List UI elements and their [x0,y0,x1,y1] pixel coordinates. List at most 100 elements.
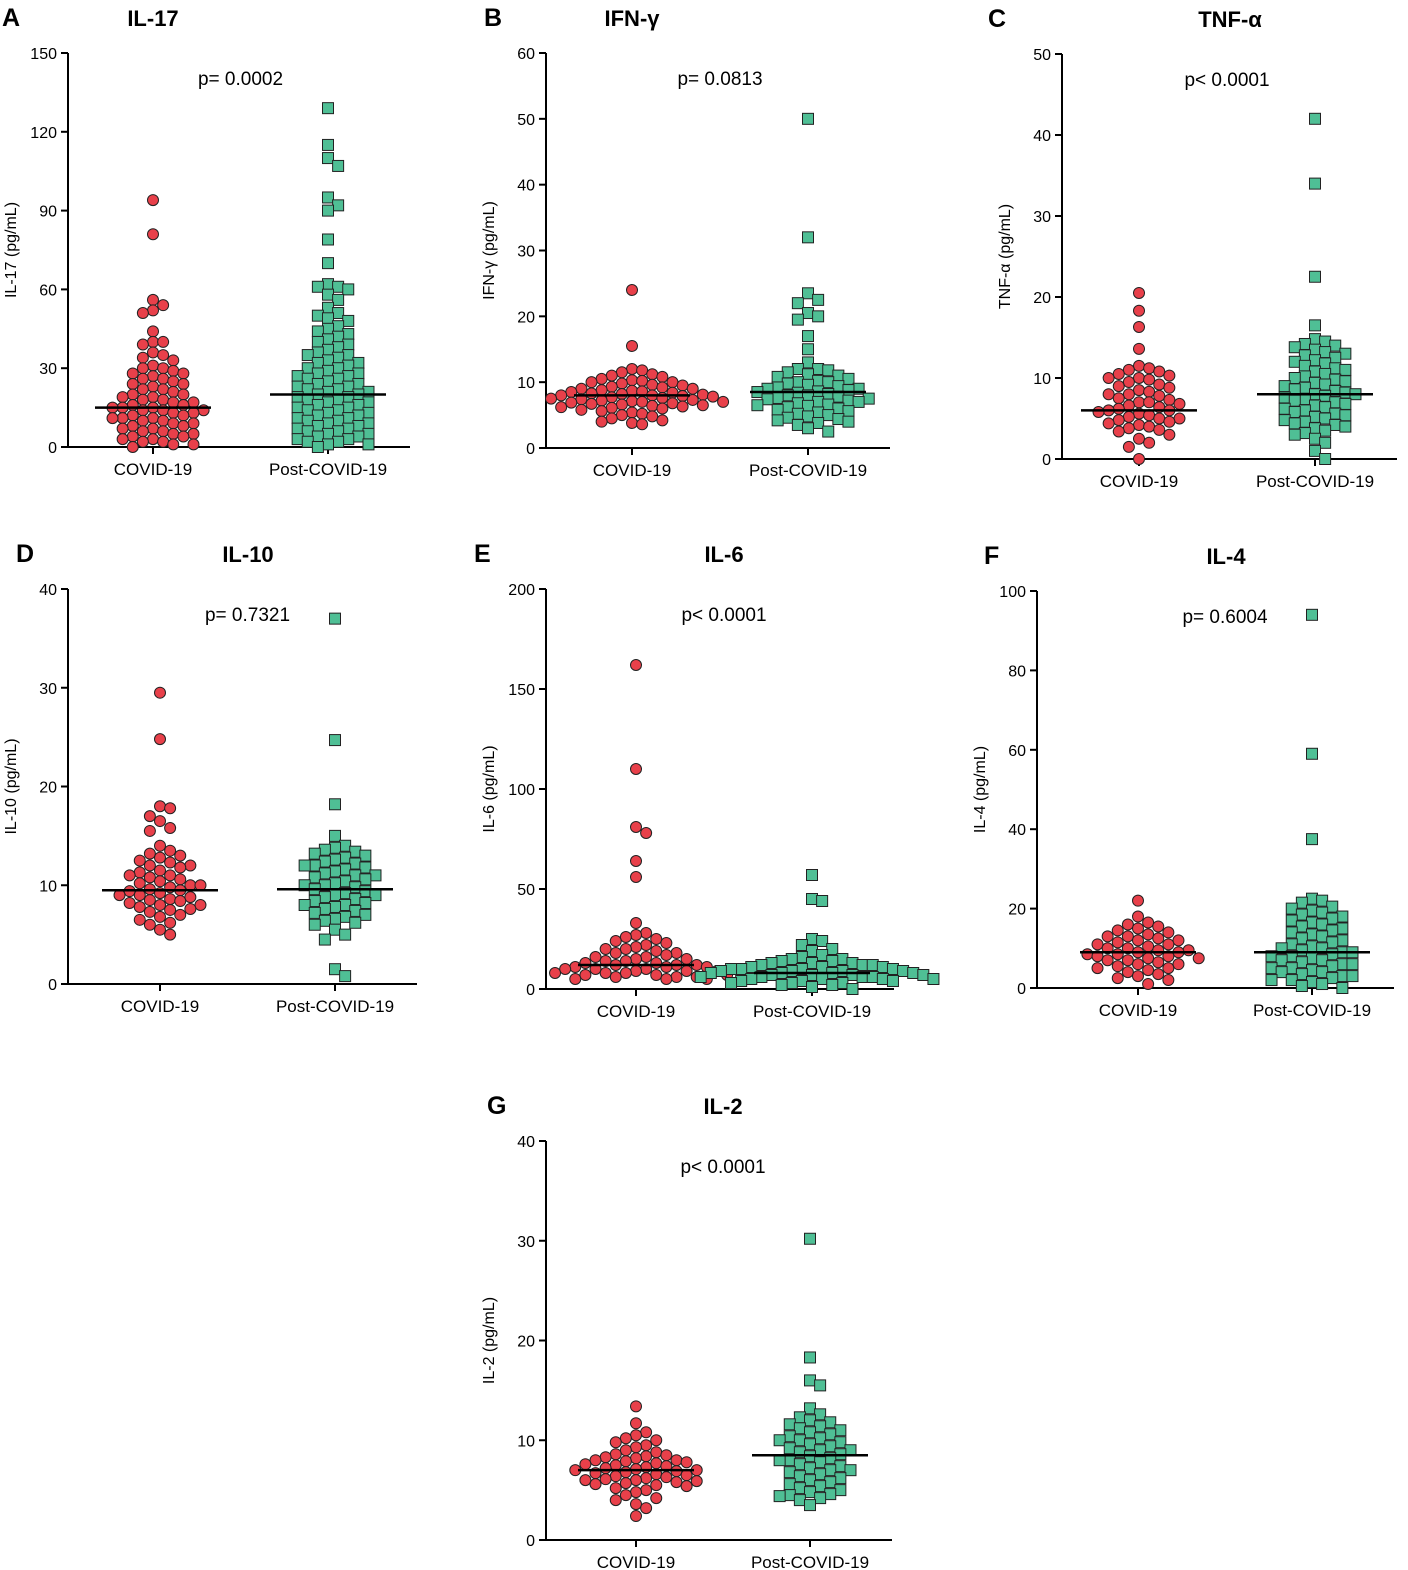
data-point [1326,900,1339,913]
data-point [154,864,166,877]
data-point [804,1462,816,1475]
data-point [369,869,382,882]
data-point [670,947,683,959]
data-point [630,1452,642,1465]
data-point [844,1464,857,1477]
data-point [1153,378,1166,391]
data-point [626,395,638,408]
data-point [329,612,341,625]
data-point [1112,380,1125,393]
data-point [832,380,845,393]
data-point [834,1472,847,1485]
data-point [1122,363,1135,376]
data-point [585,376,598,389]
y-tick-label: 0 [48,977,57,994]
y-tick-label: 0 [48,440,57,457]
data-point [136,393,149,406]
data-point [1142,978,1155,991]
data-point [802,356,814,369]
data-point [783,1466,796,1479]
data-point [311,325,324,338]
x-tick-label: Post-COVID-19 [751,1553,869,1570]
data-point [1163,428,1176,441]
data-point [822,376,835,389]
data-point [1309,333,1321,346]
data-point [589,951,602,963]
data-point [147,346,159,359]
data-point [106,412,119,425]
data-point [585,387,598,400]
data-point [1319,389,1332,402]
data-point [362,396,375,409]
data-point [802,330,814,343]
data-point [1182,944,1195,957]
data-point [1152,956,1165,969]
data-point [1319,436,1332,449]
data-point [342,359,355,372]
data-point [147,391,159,404]
data-point [147,228,159,241]
data-point [322,102,334,115]
panel-a: A IL-17 0 30 60 90 120 150 COVID-19 Post-COVID-19… [2,4,410,479]
data-point [301,383,314,396]
data-point [1298,337,1311,350]
data-point [194,899,207,911]
data-point [136,425,149,438]
data-point [322,364,334,377]
data-point [771,414,784,427]
data-point [773,1490,786,1503]
data-point [1329,373,1342,386]
data-point [824,1440,837,1453]
data-point [834,1460,847,1473]
data-point [352,419,365,432]
data-point [1329,362,1342,375]
data-point [1336,922,1349,935]
data-point [359,873,372,886]
data-point [630,917,642,929]
data-point [636,418,649,431]
x-tick-label: Post-COVID-19 [1256,472,1374,491]
data-point [1133,396,1145,409]
data-point [832,413,845,426]
y-axis-label: IL-6 (pg/mL) [481,745,498,832]
x-tick-label: COVID-19 [114,460,192,479]
data-point [301,425,314,438]
data-point [626,284,638,296]
data-point [1329,351,1342,364]
data-point [1153,412,1166,425]
data-point [1133,372,1145,384]
data-point [812,293,825,306]
data-point [329,877,341,890]
data-point [656,370,669,383]
data-point [781,366,794,379]
data-point [322,138,334,151]
data-point [1285,914,1298,927]
data-point [660,1471,673,1484]
data-point [1111,960,1124,973]
data-point [349,869,362,882]
data-point [585,397,598,410]
data-point [630,763,642,775]
data-point [1329,418,1342,431]
data-point [1306,940,1318,953]
data-point [761,393,774,406]
data-point [322,333,334,346]
data-point [1306,976,1318,989]
data-point [126,388,139,401]
data-point [329,963,341,976]
data-point [670,1454,683,1467]
data-point [332,320,345,333]
data-point [349,845,362,858]
data-point [636,407,649,420]
data-point [822,425,835,438]
data-point [1306,892,1318,905]
data-point [630,941,642,953]
data-point [123,869,136,882]
data-point [824,1488,837,1501]
data-point [1339,397,1352,410]
data-point [795,939,808,951]
y-tick-label: 0 [526,441,535,458]
data-point [1309,354,1321,367]
data-point [154,899,166,911]
